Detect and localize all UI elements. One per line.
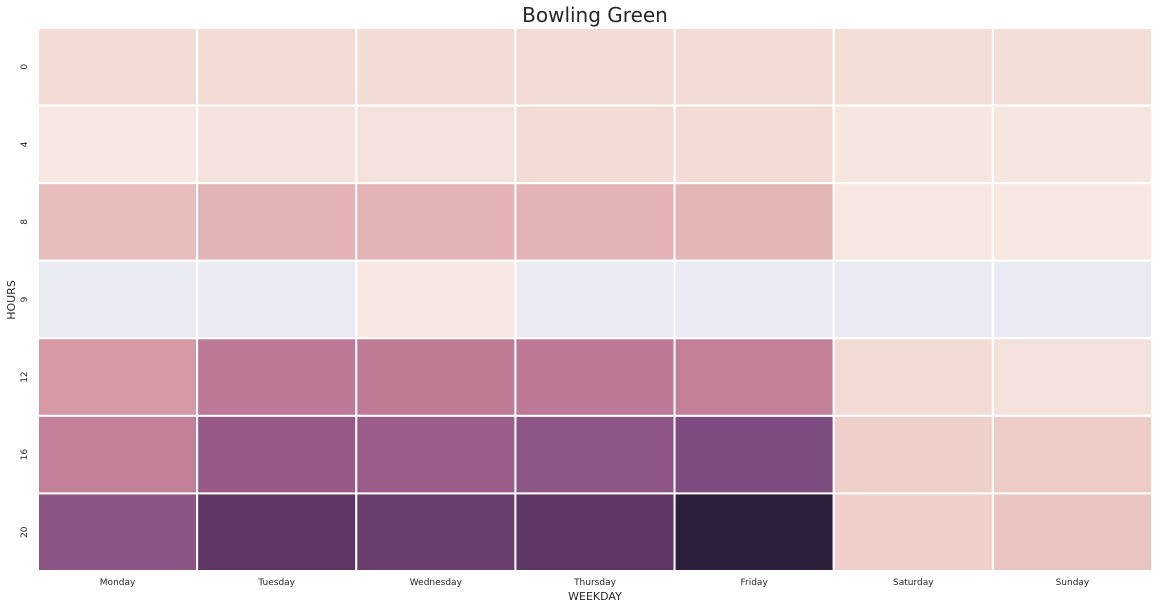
x-tick-label: Wednesday [410,578,463,588]
heatmap-cell-0-wednesday [355,27,517,107]
heatmap-cell-4-monday [37,104,199,185]
heatmap-cell-12-thursday [514,337,676,417]
heatmap-cell-16-tuesday [196,414,358,495]
heatmap-cell-8-sunday [991,182,1153,262]
heatmap-cell-0-monday [37,27,199,107]
heatmap-cell-9-monday [37,259,199,340]
heatmap-cell-0-tuesday [196,27,358,107]
heatmap-cell-16-sunday [991,414,1153,495]
heatmap-cell-12-monday [37,337,199,417]
y-axis-label: HOURS [5,280,18,320]
heatmap-cell-20-sunday [991,492,1153,572]
heatmap-cell-9-friday [673,259,835,340]
heatmap-cell-12-saturday [832,337,994,417]
heatmap-cell-20-friday [673,492,835,572]
y-tick-label: 20 [20,526,30,538]
x-axis-label: WEEKDAY [568,590,622,603]
heatmap-cell-12-wednesday [355,337,517,417]
heatmap-cell-20-saturday [832,492,994,572]
heatmap-cell-9-wednesday [355,259,517,340]
heatmap-cell-9-saturday [832,259,994,340]
y-tick-label: 4 [20,141,30,147]
heatmap-cell-4-wednesday [355,104,517,185]
heatmap-cell-0-saturday [832,27,994,107]
heatmap-cell-4-saturday [832,104,994,185]
plot-area [37,27,1153,572]
y-tick-label: 0 [20,64,30,70]
heatmap-cell-8-tuesday [196,182,358,262]
heatmap-cell-9-thursday [514,259,676,340]
heatmap-cell-0-friday [673,27,835,107]
heatmap-cell-4-tuesday [196,104,358,185]
heatmap-cell-16-saturday [832,414,994,495]
x-tick-label: Tuesday [257,578,295,588]
heatmap-cell-9-sunday [991,259,1153,340]
x-tick-label: Saturday [893,578,934,588]
heatmap-cell-16-thursday [514,414,676,495]
heatmap-cell-4-thursday [514,104,676,185]
heatmap-cell-20-monday [37,492,199,572]
heatmap-cell-16-friday [673,414,835,495]
heatmap-cell-8-friday [673,182,835,262]
heatmap-cell-8-saturday [832,182,994,262]
heatmap-cell-4-sunday [991,104,1153,185]
y-tick-labels: 0 4 8 9 12 16 20 [20,64,30,538]
x-tick-label: Sunday [1056,578,1090,588]
y-tick-label: 9 [20,296,30,302]
heatmap-cell-20-tuesday [196,492,358,572]
heatmap-cell-16-wednesday [355,414,517,495]
heatmap-cell-0-sunday [991,27,1153,107]
heatmap-cell-9-tuesday [196,259,358,340]
x-tick-label: Friday [741,578,769,588]
x-tick-label: Thursday [573,578,617,588]
heatmap-cell-12-friday [673,337,835,417]
y-tick-label: 12 [20,371,30,382]
y-tick-label: 8 [20,219,30,225]
heatmap-cell-8-wednesday [355,182,517,262]
y-tick-label: 16 [20,449,30,461]
heatmap-cell-12-tuesday [196,337,358,417]
heatmap-cell-12-sunday [991,337,1153,417]
heatmap-cell-0-thursday [514,27,676,107]
x-tick-label: Monday [100,578,136,588]
heatmap-cell-20-wednesday [355,492,517,572]
heatmap-cell-4-friday [673,104,835,185]
heatmap-cell-16-monday [37,414,199,495]
heatmap-cell-8-thursday [514,182,676,262]
chart-title: Bowling Green [522,3,668,27]
heatmap-cell-8-monday [37,182,199,262]
x-tick-labels: Monday Tuesday Wednesday Thursday Friday Satu… [100,578,1090,588]
heatmap-cell-20-thursday [514,492,676,572]
